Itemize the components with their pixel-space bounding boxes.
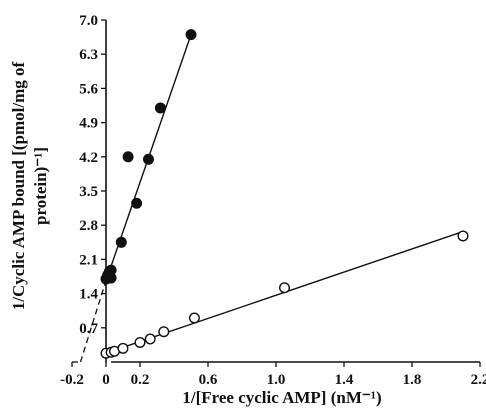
data-point-open — [144, 333, 156, 345]
y-tick-label: 0.7 — [79, 321, 98, 337]
data-point-open — [188, 312, 200, 324]
data-point-open — [279, 282, 291, 294]
data-point-filled — [122, 151, 134, 163]
y-axis-label-line-2: protein)⁻¹] — [31, 147, 50, 225]
data-points — [100, 29, 469, 359]
x-axis-ticks: -0.2 0 0.2 0.6 1.0 1.4 1.8 2.2 — [60, 362, 486, 388]
x-tick-label: 1.4 — [335, 372, 354, 388]
y-axis-ticks: 0.7 1.4 2.1 2.8 3.5 4.2 4.9 5.6 6.3 7.0 — [79, 13, 106, 337]
data-point-open — [134, 336, 146, 348]
data-point-filled — [154, 102, 166, 114]
data-point-open — [457, 230, 469, 242]
y-tick-label: 3.5 — [79, 184, 98, 200]
y-tick-label: 4.9 — [79, 116, 98, 132]
y-tick-label: 2.8 — [79, 218, 98, 234]
y-tick-label: 5.6 — [79, 81, 98, 97]
x-tick-label: -0.2 — [60, 372, 84, 388]
data-point-filled — [185, 29, 197, 41]
y-tick-label: 1.4 — [79, 287, 98, 303]
y-axis-label-line-1: 1/Cyclic AMP bound [(pmol/mg of — [9, 61, 28, 310]
y-tick-label: 2.1 — [79, 252, 98, 268]
x-axis-label: 1/[Free cyclic AMP] (nM⁻¹) — [182, 388, 381, 407]
fit-lines — [72, 34, 464, 363]
x-tick-label: 0.6 — [199, 372, 218, 388]
x-tick-label: 1.8 — [403, 372, 422, 388]
y-tick-label: 4.2 — [79, 150, 98, 166]
y-tick-label: 6.3 — [79, 47, 98, 63]
y-tick-label: 7.0 — [79, 13, 98, 29]
plot-frame — [105, 20, 480, 363]
x-tick-label: 1.0 — [267, 372, 286, 388]
x-tick-label: 2.2 — [471, 372, 486, 388]
x-tick-label: 0.2 — [131, 372, 150, 388]
data-point-open — [158, 326, 170, 338]
data-point-filled — [115, 236, 127, 248]
data-point-filled — [103, 272, 115, 284]
data-point-filled — [142, 153, 154, 165]
extrapolation-line-series-1 — [79, 283, 106, 363]
data-point-filled — [131, 197, 143, 209]
data-point-open — [117, 342, 129, 354]
x-tick-label: 0 — [102, 372, 110, 388]
